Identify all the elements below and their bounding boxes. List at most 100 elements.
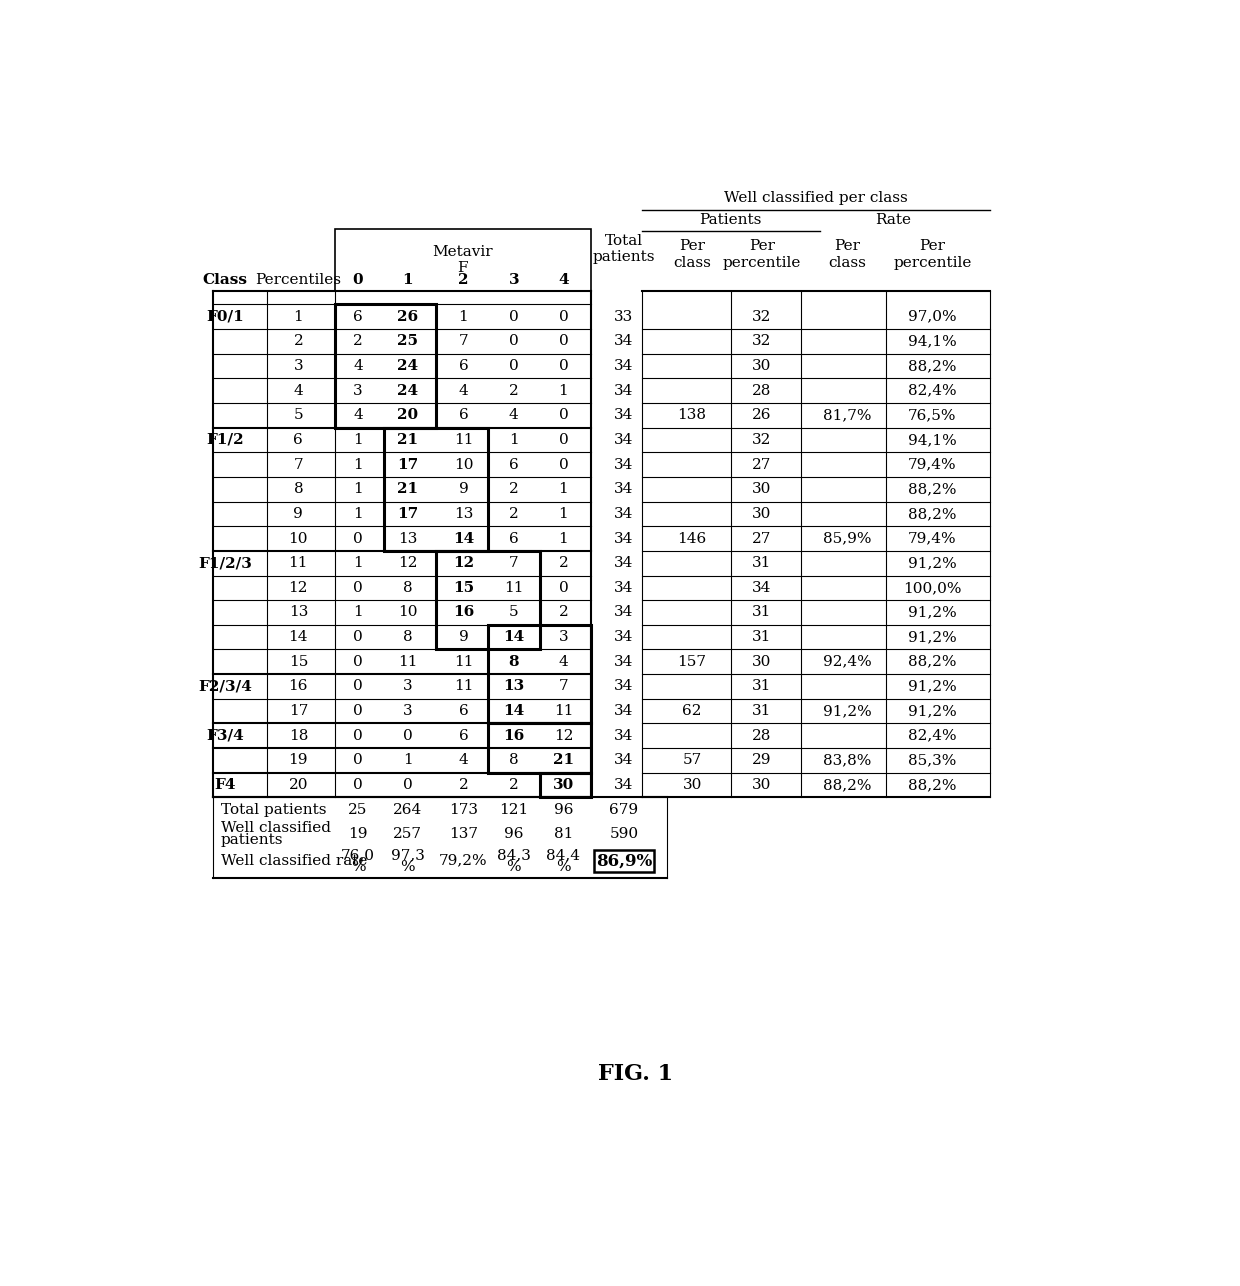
Text: 34: 34 — [614, 778, 634, 792]
Text: 84,3: 84,3 — [497, 847, 531, 862]
Text: 257: 257 — [393, 827, 422, 841]
Text: 96: 96 — [505, 827, 523, 841]
Text: 3: 3 — [508, 273, 520, 287]
Text: 10: 10 — [289, 531, 308, 545]
Text: 84,4: 84,4 — [547, 847, 580, 862]
Text: FIG. 1: FIG. 1 — [598, 1064, 673, 1085]
Text: Class: Class — [202, 273, 247, 287]
Text: 88,2%: 88,2% — [908, 778, 956, 792]
Text: Per
class: Per class — [828, 239, 866, 270]
Text: 91,2%: 91,2% — [908, 703, 957, 718]
Text: 30: 30 — [753, 482, 771, 496]
Text: 2: 2 — [459, 778, 469, 792]
Text: 31: 31 — [753, 703, 771, 718]
Text: 31: 31 — [753, 556, 771, 570]
Text: 12: 12 — [554, 729, 573, 743]
Text: 85,9%: 85,9% — [823, 531, 872, 545]
Text: 88,2%: 88,2% — [908, 482, 956, 496]
Text: 5: 5 — [508, 606, 518, 620]
Text: 30: 30 — [753, 359, 771, 373]
Text: 34: 34 — [614, 729, 634, 743]
Text: 6: 6 — [459, 703, 469, 718]
Text: 91,2%: 91,2% — [822, 703, 872, 718]
Text: 6: 6 — [508, 458, 518, 472]
Text: 92,4%: 92,4% — [822, 655, 872, 669]
Text: 21: 21 — [553, 754, 574, 768]
Text: 12: 12 — [453, 556, 474, 570]
Text: 1: 1 — [353, 482, 363, 496]
Text: Well classified: Well classified — [221, 820, 331, 835]
Text: F4: F4 — [215, 778, 236, 792]
Text: 2: 2 — [508, 482, 518, 496]
Text: 3: 3 — [403, 703, 413, 718]
Text: 0: 0 — [558, 310, 568, 324]
Text: 9: 9 — [459, 482, 469, 496]
Text: 0: 0 — [353, 679, 363, 693]
Text: 8: 8 — [508, 655, 520, 669]
Text: 6: 6 — [294, 433, 304, 448]
Text: 31: 31 — [753, 606, 771, 620]
Text: 1: 1 — [353, 433, 363, 448]
Text: 16: 16 — [453, 606, 474, 620]
Text: 12: 12 — [398, 556, 418, 570]
Text: 24: 24 — [397, 383, 418, 397]
Text: 2: 2 — [558, 606, 568, 620]
Text: 4: 4 — [558, 273, 569, 287]
Text: 81: 81 — [554, 827, 573, 841]
Text: 13: 13 — [454, 507, 474, 521]
Text: 34: 34 — [614, 409, 634, 422]
Text: patients: patients — [221, 832, 284, 846]
Text: Metavir
F: Metavir F — [433, 246, 494, 275]
Text: 27: 27 — [753, 531, 771, 545]
Text: 0: 0 — [353, 531, 363, 545]
Text: 79,4%: 79,4% — [908, 531, 956, 545]
Text: 2: 2 — [558, 556, 568, 570]
Bar — [335, 305, 435, 428]
Text: 8: 8 — [403, 581, 413, 595]
Text: Total
patients: Total patients — [593, 234, 655, 264]
Text: %: % — [556, 859, 570, 873]
Text: 1: 1 — [403, 754, 413, 768]
Text: Patients: Patients — [699, 212, 763, 226]
Text: 20: 20 — [289, 778, 308, 792]
Text: 15: 15 — [289, 655, 308, 669]
Text: 94,1%: 94,1% — [908, 334, 957, 349]
Text: 21: 21 — [397, 482, 418, 496]
Text: 82,4%: 82,4% — [908, 383, 956, 397]
Text: 1: 1 — [558, 531, 568, 545]
Text: 1: 1 — [558, 383, 568, 397]
Text: 32: 32 — [753, 334, 771, 349]
Text: 4: 4 — [353, 359, 363, 373]
Text: 10: 10 — [454, 458, 474, 472]
Text: 1: 1 — [353, 606, 363, 620]
Text: 34: 34 — [614, 458, 634, 472]
Text: 6: 6 — [459, 729, 469, 743]
Text: 1: 1 — [558, 507, 568, 521]
Text: 1: 1 — [353, 458, 363, 472]
Bar — [335, 229, 590, 292]
Text: 28: 28 — [753, 729, 771, 743]
Text: 13: 13 — [398, 531, 418, 545]
Text: 83,8%: 83,8% — [823, 754, 872, 768]
Text: 146: 146 — [677, 531, 707, 545]
Text: 7: 7 — [294, 458, 304, 472]
Text: F3/4: F3/4 — [206, 729, 243, 743]
Text: 0: 0 — [558, 433, 568, 448]
Text: 0: 0 — [558, 359, 568, 373]
Bar — [435, 550, 541, 649]
Text: 19: 19 — [289, 754, 308, 768]
Text: 0: 0 — [353, 630, 363, 644]
Text: 32: 32 — [753, 433, 771, 448]
Text: 27: 27 — [753, 458, 771, 472]
Text: 34: 34 — [614, 655, 634, 669]
Text: Per
percentile: Per percentile — [893, 239, 971, 270]
Text: 0: 0 — [353, 655, 363, 669]
Text: 12: 12 — [289, 581, 308, 595]
Text: 16: 16 — [503, 729, 525, 743]
Text: 34: 34 — [614, 334, 634, 349]
Text: 11: 11 — [398, 655, 418, 669]
Text: 15: 15 — [453, 581, 474, 595]
Text: 81,7%: 81,7% — [823, 409, 872, 422]
Text: 8: 8 — [294, 482, 304, 496]
Text: 82,4%: 82,4% — [908, 729, 956, 743]
